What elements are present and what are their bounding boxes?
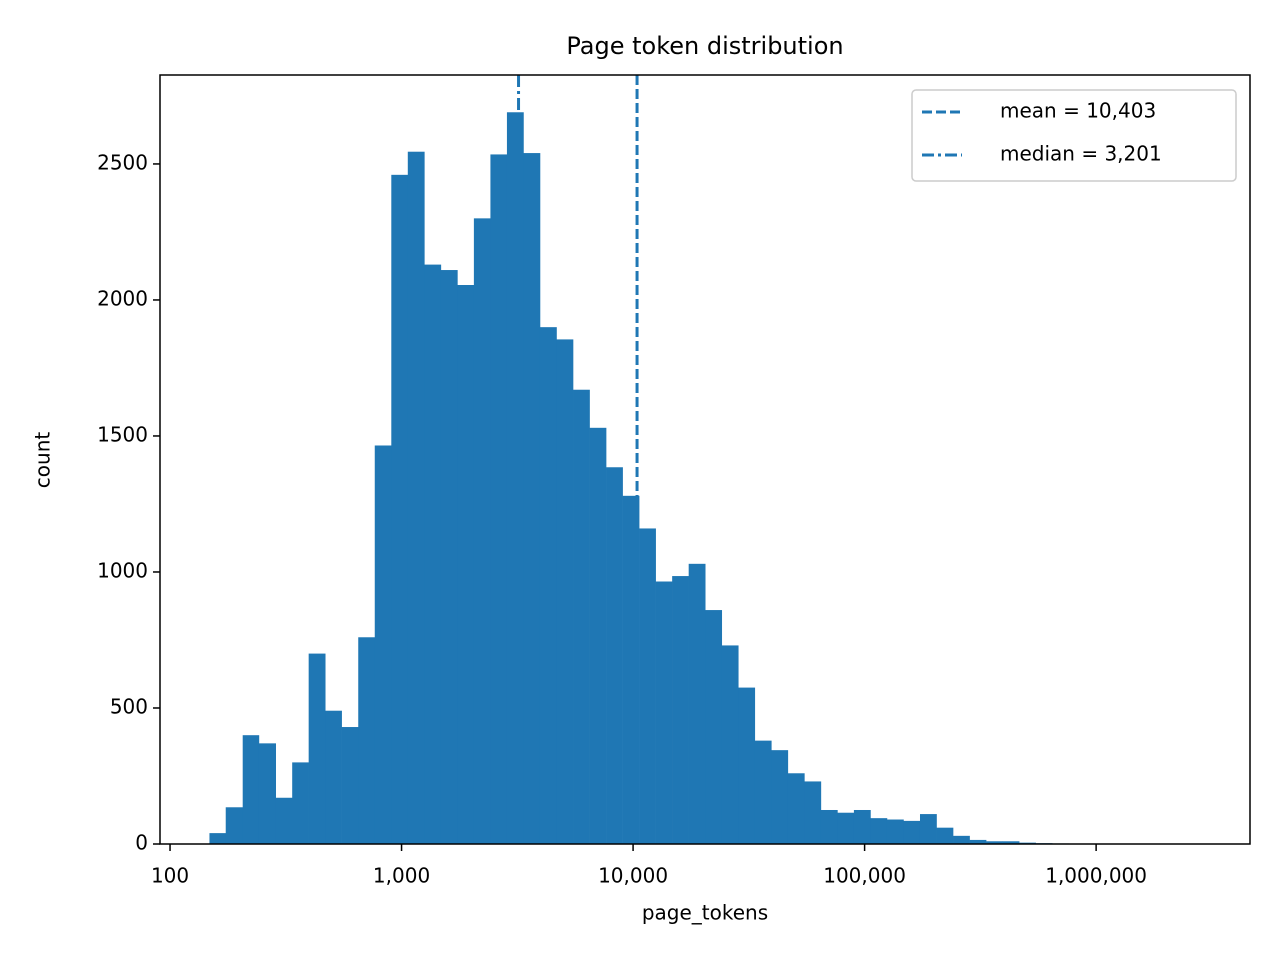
y-axis-label: count	[31, 432, 55, 489]
bar	[688, 563, 706, 844]
x-tick-label: 100	[151, 864, 189, 888]
chart-title: Page token distribution	[566, 32, 843, 60]
bar	[738, 687, 756, 844]
bar	[440, 270, 458, 844]
bar	[573, 389, 590, 844]
bar	[639, 528, 656, 844]
x-tick-label: 100,000	[823, 864, 906, 888]
bar	[721, 645, 739, 844]
bar	[341, 727, 359, 844]
bar	[292, 762, 309, 844]
bar	[953, 835, 970, 844]
bar	[457, 284, 475, 845]
bar	[672, 576, 689, 844]
bar	[986, 841, 1003, 844]
legend-label: mean = 10,403	[1000, 99, 1156, 123]
x-tick-label: 1,000,000	[1045, 864, 1147, 888]
bar	[886, 819, 904, 844]
bar	[606, 467, 623, 844]
bar	[391, 174, 409, 844]
bar	[622, 495, 640, 844]
bar	[771, 750, 789, 844]
bar	[209, 833, 227, 844]
bar	[374, 445, 392, 844]
bar	[473, 218, 491, 845]
bar	[870, 818, 888, 844]
bar	[523, 153, 541, 844]
bar	[308, 653, 326, 844]
bar	[424, 264, 442, 845]
y-tick-label: 2500	[97, 150, 148, 174]
plot-frame	[159, 74, 1251, 845]
bar	[820, 809, 838, 844]
bar	[490, 154, 508, 844]
bar	[754, 740, 772, 844]
x-axis-label: page_tokens	[642, 901, 768, 925]
y-tick-label: 1500	[97, 422, 148, 446]
y-tick-label: 500	[110, 694, 148, 718]
bar	[242, 735, 260, 844]
bar	[539, 327, 557, 844]
bar	[275, 797, 293, 844]
bar	[787, 773, 805, 844]
legend-label: median = 3,201	[1000, 142, 1162, 166]
bar	[589, 427, 607, 844]
bar	[655, 581, 673, 844]
bar	[258, 743, 276, 844]
y-tick-label: 0	[135, 831, 148, 855]
bar	[407, 151, 425, 844]
x-tick-label: 10,000	[598, 864, 668, 888]
legend-box	[911, 89, 1237, 182]
bar	[919, 814, 937, 844]
y-tick-label: 1000	[97, 558, 148, 582]
bar	[853, 809, 871, 844]
bar	[804, 781, 822, 844]
bar	[556, 339, 574, 844]
bar	[936, 827, 954, 844]
bar	[903, 820, 921, 844]
y-tick-label: 2000	[97, 286, 148, 310]
bar	[837, 812, 855, 844]
bar	[969, 839, 987, 844]
bar	[325, 710, 342, 844]
bar	[225, 807, 244, 844]
x-tick-label: 1,000	[373, 864, 430, 888]
bar	[506, 112, 524, 844]
bar	[705, 610, 723, 844]
bar	[1002, 841, 1020, 844]
bar	[358, 637, 376, 844]
